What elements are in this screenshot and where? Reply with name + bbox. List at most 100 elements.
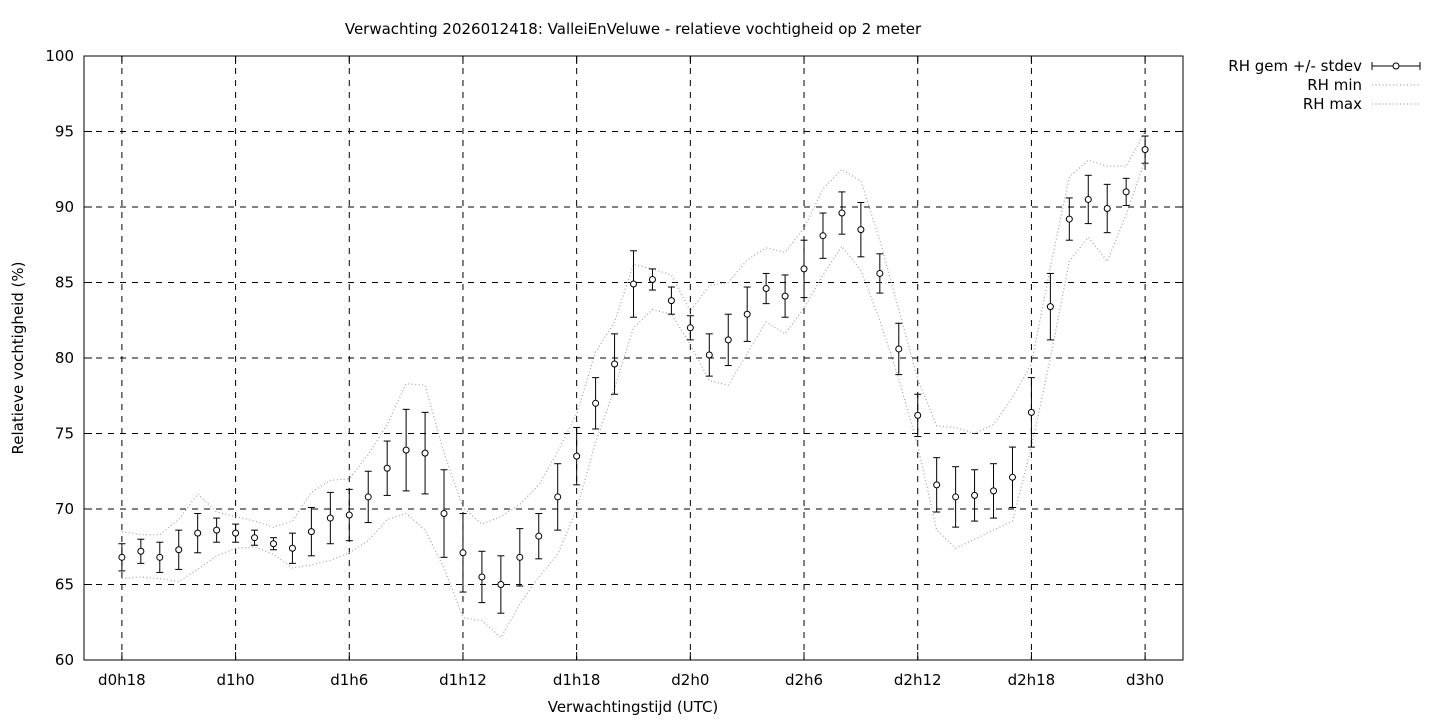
mean-marker: [914, 411, 922, 419]
mean-marker: [1027, 408, 1035, 416]
axes: 60 65 70 75 80 85 90 95 100 d0h18 d1h0 d1h6 d1h12 d1h…: [45, 47, 1184, 689]
error-bar-point: [364, 470, 372, 524]
y-tick-label: 65: [55, 576, 74, 594]
error-bar-point: [1008, 446, 1016, 508]
mean-marker: [686, 324, 694, 332]
mean-marker: [1008, 473, 1016, 481]
mean-marker: [288, 544, 296, 552]
error-bar-point: [137, 538, 145, 564]
x-tick-label: d1h6: [330, 671, 368, 689]
x-axis-label: Verwachtingstijd (UTC): [548, 698, 719, 716]
mean-marker: [762, 285, 770, 293]
mean-marker: [194, 529, 202, 537]
mean-marker: [705, 351, 713, 359]
error-bar-point: [1046, 272, 1054, 341]
y-tick-label: 80: [55, 349, 74, 367]
error-bar-point: [724, 313, 732, 367]
mean-marker: [743, 310, 751, 318]
error-bar-point: [743, 286, 751, 342]
error-bar-point: [857, 201, 865, 258]
error-bar-point: [402, 408, 410, 492]
mean-marker: [876, 269, 884, 277]
x-tick-label: d3h0: [1126, 671, 1164, 689]
error-bar-point: [269, 537, 277, 551]
error-bar-point: [648, 268, 656, 291]
error-bar-point: [1141, 135, 1149, 164]
error-bar-point: [478, 550, 486, 604]
mean-marker: [364, 493, 372, 501]
grid: [84, 56, 1183, 660]
x-tick-label: d2h0: [671, 671, 709, 689]
error-bar-point: [307, 506, 315, 557]
mean-marker: [952, 493, 960, 501]
error-bar-point: [326, 491, 334, 545]
mean-marker: [648, 275, 656, 283]
error-bar-point: [516, 528, 524, 587]
mean-marker: [857, 226, 865, 234]
error-bar-point: [592, 377, 600, 430]
error-bar-point: [952, 466, 960, 528]
legend-label: RH min: [1307, 76, 1362, 94]
error-bar-point: [175, 529, 183, 570]
error-bar-point: [573, 426, 581, 486]
mean-marker: [933, 481, 941, 489]
mean-marker: [1046, 303, 1054, 311]
y-tick-label: 60: [55, 651, 74, 669]
y-tick-label: 90: [55, 198, 74, 216]
mean-marker: [1141, 146, 1149, 154]
mean-marker: [724, 336, 732, 344]
x-tick-label: d1h0: [217, 671, 255, 689]
x-tick-label: d0h18: [98, 671, 146, 689]
legend-label: RH gem +/- stdev: [1228, 57, 1362, 75]
error-bar-point: [705, 333, 713, 377]
error-bar-point: [838, 191, 846, 235]
error-bar-point: [1103, 183, 1111, 234]
error-bar-point: [421, 411, 429, 495]
mean-marker: [611, 360, 619, 368]
error-bar-point: [383, 440, 391, 496]
y-axis-label: Relatieve vochtigheid (%): [9, 261, 27, 454]
error-bar-point: [497, 555, 505, 614]
error-bar-point: [762, 272, 770, 305]
error-bar-point: [535, 513, 543, 560]
x-tick-label: d1h12: [439, 671, 487, 689]
mean-marker: [535, 532, 543, 540]
error-bar-point: [781, 274, 789, 318]
error-bar-point: [914, 393, 922, 438]
error-bar-point: [933, 457, 941, 513]
mean-marker: [895, 345, 903, 353]
mean-marker: [213, 526, 221, 534]
y-tick-label: 70: [55, 500, 74, 518]
error-bar-point: [630, 250, 637, 318]
mean-marker: [156, 553, 164, 561]
y-tick-label: 85: [55, 274, 74, 292]
mean-marker: [137, 547, 145, 555]
series-rh-min: [121, 160, 1146, 639]
mean-marker: [592, 399, 600, 407]
mean-marker: [307, 528, 315, 536]
error-bar-point: [459, 513, 467, 593]
mean-marker: [402, 446, 410, 454]
mean-marker: [232, 529, 240, 537]
error-bar-point: [1084, 174, 1092, 225]
mean-marker: [516, 553, 524, 561]
mean-marker: [345, 511, 353, 519]
error-bar-point: [895, 322, 903, 376]
plot-area: [118, 131, 1149, 639]
series-rh-max: [121, 131, 1146, 536]
y-tick-label: 75: [55, 425, 74, 443]
mean-marker: [421, 449, 429, 457]
chart-title: Verwachting 2026012418: ValleiEnVeluwe -…: [345, 20, 922, 38]
error-bar-point: [213, 517, 221, 543]
mean-marker: [838, 209, 846, 217]
mean-marker: [800, 265, 808, 273]
mean-marker: [440, 510, 448, 518]
mean-marker: [990, 487, 998, 495]
error-bar-point: [686, 315, 694, 341]
mean-marker: [1065, 215, 1073, 223]
error-bar-point: [971, 469, 979, 522]
mean-marker: [269, 540, 277, 548]
error-bar-point: [194, 513, 202, 554]
mean-marker: [251, 534, 259, 542]
